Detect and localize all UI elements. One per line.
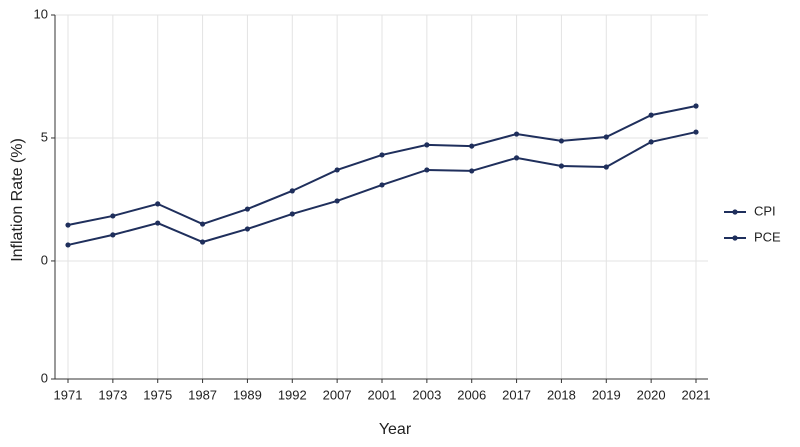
point: [558, 138, 565, 144]
point: [693, 103, 699, 109]
point: [155, 201, 161, 207]
point: [110, 232, 116, 238]
x-tick-label: 2003: [412, 387, 441, 402]
point: [603, 164, 609, 170]
point: [199, 239, 206, 245]
point: [648, 112, 654, 118]
y-tick-label: 0: [41, 370, 48, 385]
point: [110, 213, 116, 219]
point: [693, 129, 699, 135]
x-tick-label: 1973: [98, 387, 127, 402]
x-tick-label: 1992: [278, 387, 307, 402]
y-tick-label: 0: [41, 252, 48, 267]
point: [513, 155, 520, 161]
x-tick-label: 2018: [547, 387, 576, 402]
x-tick-label: 2019: [592, 387, 621, 402]
y-axis-label: Inflation Rate (%): [9, 138, 26, 262]
x-tick-label: 1987: [188, 387, 217, 402]
x-axis-label: Year: [379, 421, 412, 438]
x-tick-label: 1989: [233, 387, 262, 402]
point: [289, 188, 295, 194]
x-tick-label: 2001: [368, 387, 397, 402]
y-tick-label: 10: [34, 6, 48, 21]
x-tick-label: 1975: [143, 387, 172, 402]
point: [603, 134, 609, 140]
legend-label: PCE: [754, 229, 781, 244]
point: [469, 168, 475, 174]
point: [379, 182, 385, 188]
legend-point: [732, 235, 738, 241]
point: [379, 152, 385, 158]
x-tick-label: 2007: [323, 387, 352, 402]
point: [244, 226, 251, 232]
y-tick-label: 5: [41, 129, 48, 144]
point: [199, 221, 206, 227]
x-tick-label: 2021: [682, 387, 711, 402]
point: [424, 167, 430, 173]
x-tick-label: 2017: [502, 387, 531, 402]
point: [289, 211, 295, 217]
point: [513, 131, 520, 137]
point: [424, 142, 430, 148]
legend-point: [732, 209, 738, 215]
point: [334, 167, 340, 173]
point: [334, 198, 340, 204]
point: [65, 222, 71, 228]
x-tick-label: 1971: [54, 387, 83, 402]
x-tick-label: 2006: [457, 387, 486, 402]
point: [244, 206, 251, 212]
point: [648, 139, 654, 145]
point: [155, 220, 161, 226]
x-tick-label: 2020: [637, 387, 666, 402]
point: [65, 242, 71, 248]
legend-label: CPI: [754, 203, 776, 218]
point: [469, 143, 475, 149]
point: [558, 163, 565, 169]
